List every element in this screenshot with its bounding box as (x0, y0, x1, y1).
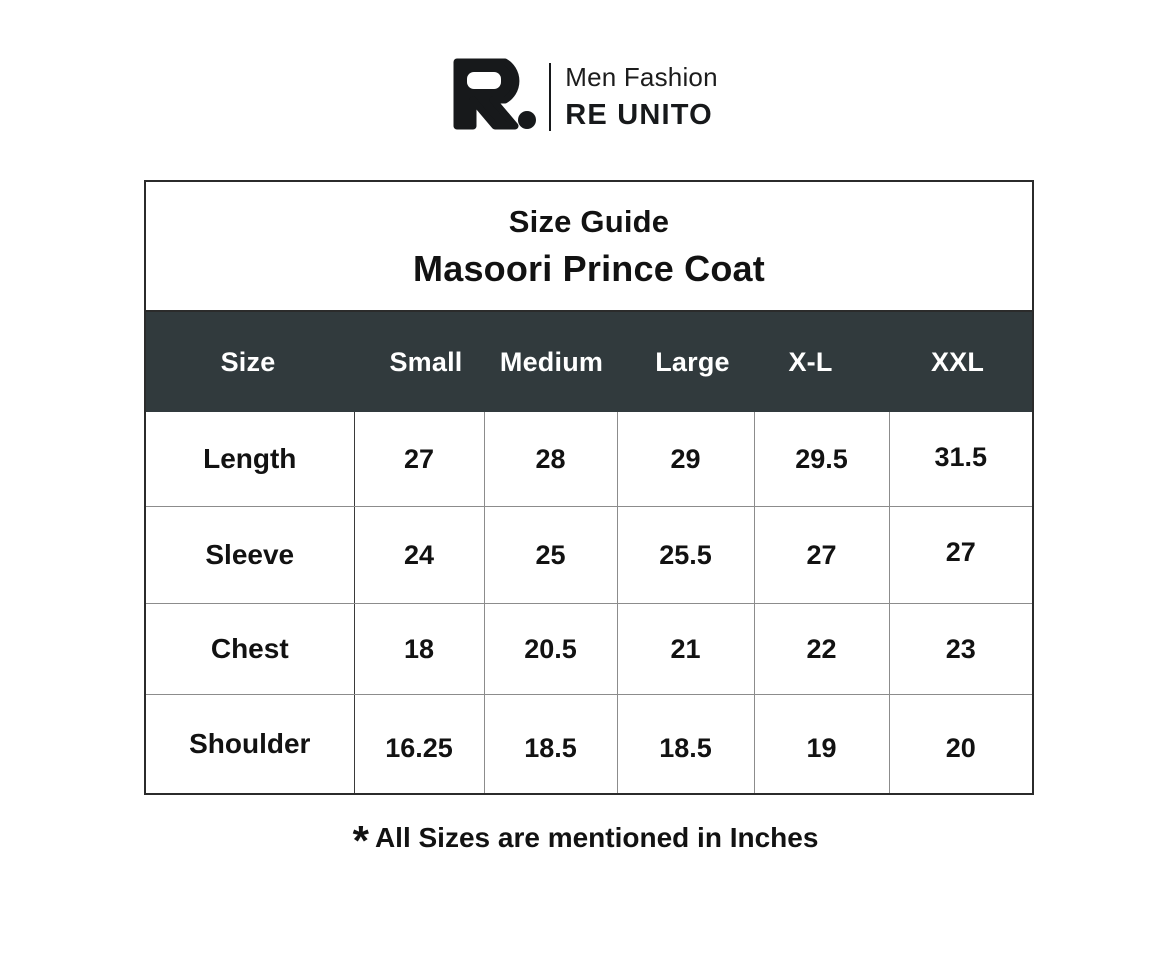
size-guide-card: Size Guide Masoori Prince Coat Size Smal… (144, 180, 1034, 795)
logo-divider (549, 62, 552, 131)
cell-shoulder-xxl: 20 (889, 694, 1032, 793)
page-title: Size Guide (508, 204, 670, 239)
cell-sleeve-large: 25.5 (617, 506, 755, 604)
cell-length-medium: 28 (484, 412, 618, 507)
column-header-xxl: XXL (930, 346, 985, 377)
cell-shoulder-small: 16.25 (354, 694, 485, 793)
cell-shoulder-xl: 19 (754, 694, 890, 793)
cell-sleeve-xl: 27 (754, 506, 890, 604)
cell-chest-medium: 20.5 (484, 603, 618, 695)
cell-sleeve-small: 24 (354, 506, 485, 604)
column-header-medium: Medium (499, 346, 604, 377)
brand-name: RE UNITO (565, 98, 713, 131)
letter-r-logo-icon (453, 58, 539, 135)
row-label-sleeve: Sleeve (146, 506, 355, 604)
cell-chest-small: 18 (354, 603, 485, 695)
table-row: Chest 18 20.5 21 22 23 (146, 603, 1032, 695)
cell-length-large: 29 (617, 412, 755, 507)
cell-sleeve-xxl: 27 (889, 506, 1032, 604)
table-row: Shoulder 16.25 18.5 18.5 19 20 (146, 694, 1032, 793)
cell-sleeve-medium: 25 (484, 506, 618, 604)
table-header-row: Size Small Medium Large X-L XXL (146, 312, 1032, 412)
cell-chest-xl: 22 (754, 603, 890, 695)
table-row: Length 27 28 29 29.5 31.5 (146, 412, 1032, 507)
cell-shoulder-medium: 18.5 (484, 694, 618, 793)
column-header-small: Small (389, 346, 463, 377)
table-row: Sleeve 24 25 25.5 27 27 (146, 506, 1032, 604)
product-name: Masoori Prince Coat (413, 248, 765, 289)
row-label-shoulder: Shoulder (146, 694, 355, 793)
cell-length-xl: 29.5 (754, 412, 890, 507)
cell-chest-large: 21 (617, 603, 755, 695)
column-header-size: Size (220, 346, 276, 377)
asterisk-icon: * (352, 817, 369, 864)
cell-chest-xxl: 23 (889, 603, 1032, 695)
column-header-xl: X-L (788, 346, 833, 377)
footnote-text: All Sizes are mentioned in Inches (374, 822, 819, 853)
footnote: * All Sizes are mentioned in Inches (0, 820, 1171, 862)
row-label-length: Length (146, 412, 355, 507)
row-label-chest: Chest (146, 603, 355, 695)
card-title-block: Size Guide Masoori Prince Coat (146, 182, 1032, 312)
size-chart-table: Size Small Medium Large X-L XXL Length 2… (146, 312, 1032, 793)
cell-length-xxl: 31.5 (889, 412, 1032, 507)
column-header-large: Large (655, 346, 730, 377)
cell-length-small: 27 (354, 412, 485, 507)
cell-shoulder-large: 18.5 (617, 694, 755, 793)
brand-logo: Men Fashion RE UNITO (0, 58, 1171, 135)
brand-tagline: Men Fashion (565, 61, 718, 92)
